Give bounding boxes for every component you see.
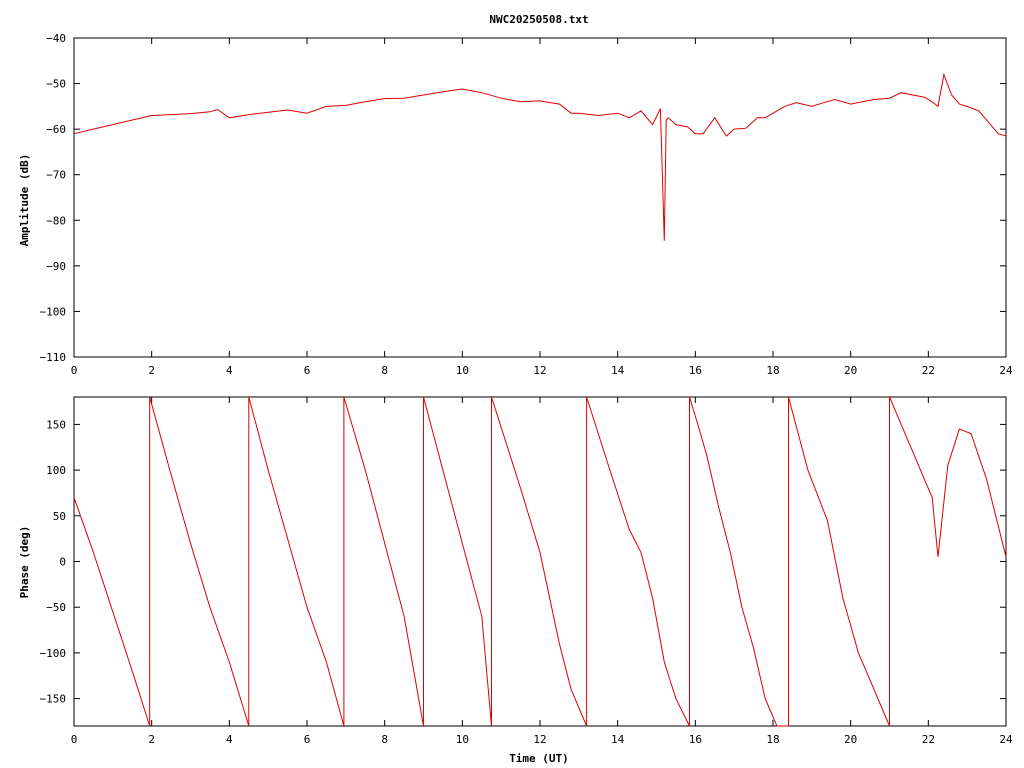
chart-title: NWC20250508.txt xyxy=(489,13,588,26)
phase-y-tick-label: 50 xyxy=(53,510,66,523)
amplitude-ticks: 0 2 4 6 8 10 12 14 16 18 20 22 24−40−50−60−70−80−90−… xyxy=(40,32,1013,377)
amplitude-x-tick-label: 16 xyxy=(689,364,702,377)
phase-y-tick-label: 0 xyxy=(59,556,66,569)
phase-x-tick-label: 2 xyxy=(148,733,155,746)
phase-x-tick-label: 10 xyxy=(456,733,469,746)
phase-y-tick-label: −50 xyxy=(46,601,66,614)
amplitude-y-tick-label: −40 xyxy=(46,32,66,45)
phase-y-tick-label: −150 xyxy=(40,693,67,706)
phase-y-tick-label: 150 xyxy=(46,418,66,431)
amplitude-y-tick-label: −50 xyxy=(46,78,66,91)
amplitude-y-tick-label: −110 xyxy=(40,351,67,364)
phase-y-axis-label: Phase (deg) xyxy=(18,526,31,599)
phase-x-tick-label: 24 xyxy=(999,733,1013,746)
amplitude-y-tick-label: −90 xyxy=(46,260,66,273)
phase-x-tick-label: 18 xyxy=(766,733,779,746)
phase-x-tick-label: 14 xyxy=(611,733,625,746)
amplitude-y-tick-label: −70 xyxy=(46,169,66,182)
phase-ticks: 0 2 4 6 8 10 12 14 16 18 20 22 24150100500−50−100−15… xyxy=(40,397,1013,746)
phase-series-line xyxy=(73,396,1007,727)
amplitude-x-tick-label: 10 xyxy=(456,364,469,377)
phase-x-tick-label: 20 xyxy=(844,733,857,746)
phase-x-tick-label: 6 xyxy=(304,733,311,746)
amplitude-x-tick-label: 6 xyxy=(304,364,311,377)
amplitude-y-axis-label: Amplitude (dB) xyxy=(18,154,31,247)
amplitude-x-tick-label: 22 xyxy=(922,364,935,377)
amplitude-y-tick-label: −60 xyxy=(46,123,66,136)
phase-panel: 0 2 4 6 8 10 12 14 16 18 20 22 24150100500−50−100−15… xyxy=(18,396,1013,765)
phase-y-tick-label: −100 xyxy=(40,647,67,660)
phase-x-tick-label: 4 xyxy=(226,733,233,746)
phase-x-tick-label: 22 xyxy=(922,733,935,746)
amplitude-x-tick-label: 12 xyxy=(533,364,546,377)
amplitude-x-tick-label: 14 xyxy=(611,364,625,377)
amplitude-x-tick-label: 8 xyxy=(381,364,388,377)
phase-x-tick-label: 12 xyxy=(533,733,546,746)
amplitude-panel: 0 2 4 6 8 10 12 14 16 18 20 22 24−40−50−60−70−80−90−… xyxy=(18,32,1013,377)
amplitude-series xyxy=(73,72,1007,241)
time-x-axis-label: Time (UT) xyxy=(509,752,569,765)
amplitude-y-tick-label: −100 xyxy=(40,305,67,318)
amplitude-x-tick-label: 18 xyxy=(766,364,779,377)
phase-x-tick-label: 16 xyxy=(689,733,702,746)
amplitude-x-tick-label: 2 xyxy=(148,364,155,377)
phase-x-tick-label: 0 xyxy=(71,733,78,746)
amplitude-x-tick-label: 20 xyxy=(844,364,857,377)
amplitude-series-line xyxy=(73,72,1007,241)
phase-y-tick-label: 100 xyxy=(46,464,66,477)
phase-series xyxy=(73,396,1007,727)
amplitude-x-tick-label: 4 xyxy=(226,364,233,377)
phase-x-tick-label: 8 xyxy=(381,733,388,746)
amplitude-x-tick-label: 0 xyxy=(71,364,78,377)
amplitude-x-tick-label: 24 xyxy=(999,364,1013,377)
amplitude-y-tick-label: −80 xyxy=(46,214,66,227)
